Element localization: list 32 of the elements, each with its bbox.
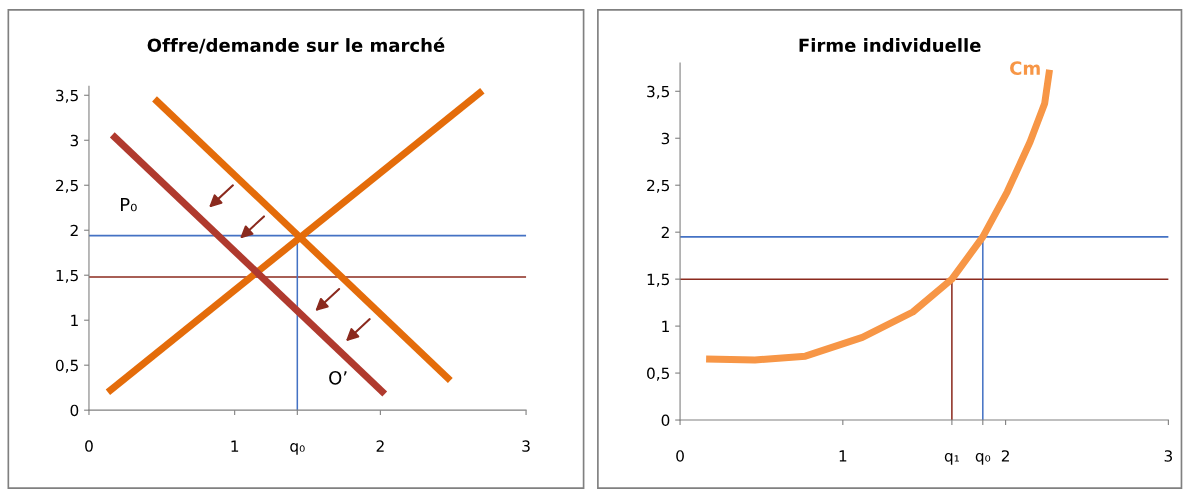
y-tick-label: 1,5: [647, 273, 669, 287]
x-tick-label: q₀: [290, 443, 305, 455]
y-tick-label: 1,5: [56, 269, 78, 283]
annotation: P₀: [121, 197, 137, 212]
y-tick-label: 2: [661, 226, 669, 238]
annotation: O’: [329, 370, 347, 385]
chart-title: Offre/demande sur le marché: [147, 37, 445, 54]
y-tick-label: 2: [70, 224, 78, 237]
x-tick-label: 2: [376, 440, 384, 452]
x-tick-label: 0: [676, 450, 684, 462]
y-tick-label: 3,5: [647, 85, 669, 99]
x-tick-label: 0: [85, 440, 93, 452]
x-tick-label: q₀: [975, 452, 991, 465]
y-tick-label: 2,5: [56, 179, 78, 193]
y-tick-label: 0,5: [55, 359, 78, 373]
x-tick-label: 1: [839, 450, 847, 462]
x-tick-label: 3: [1164, 450, 1173, 462]
y-tick-label: 2,5: [647, 179, 669, 193]
y-tick-label: 1: [71, 314, 78, 327]
y-tick-label: 3: [70, 134, 79, 147]
series-label: Cm: [1010, 61, 1040, 75]
x-tick-label: 3: [522, 440, 530, 452]
y-tick-label: 1: [662, 320, 669, 332]
y-tick-label: 3: [661, 132, 670, 145]
x-tick-label: 2: [1001, 450, 1009, 462]
y-tick-label: 0: [661, 414, 670, 427]
chart-title: Firme individuelle: [799, 38, 981, 53]
x-tick-label: q₁: [944, 452, 959, 465]
x-tick-label: 1: [231, 440, 239, 452]
y-tick-label: 0,5: [647, 367, 669, 381]
y-tick-label: 3,5: [56, 89, 78, 103]
y-tick-label: 0: [70, 404, 79, 417]
